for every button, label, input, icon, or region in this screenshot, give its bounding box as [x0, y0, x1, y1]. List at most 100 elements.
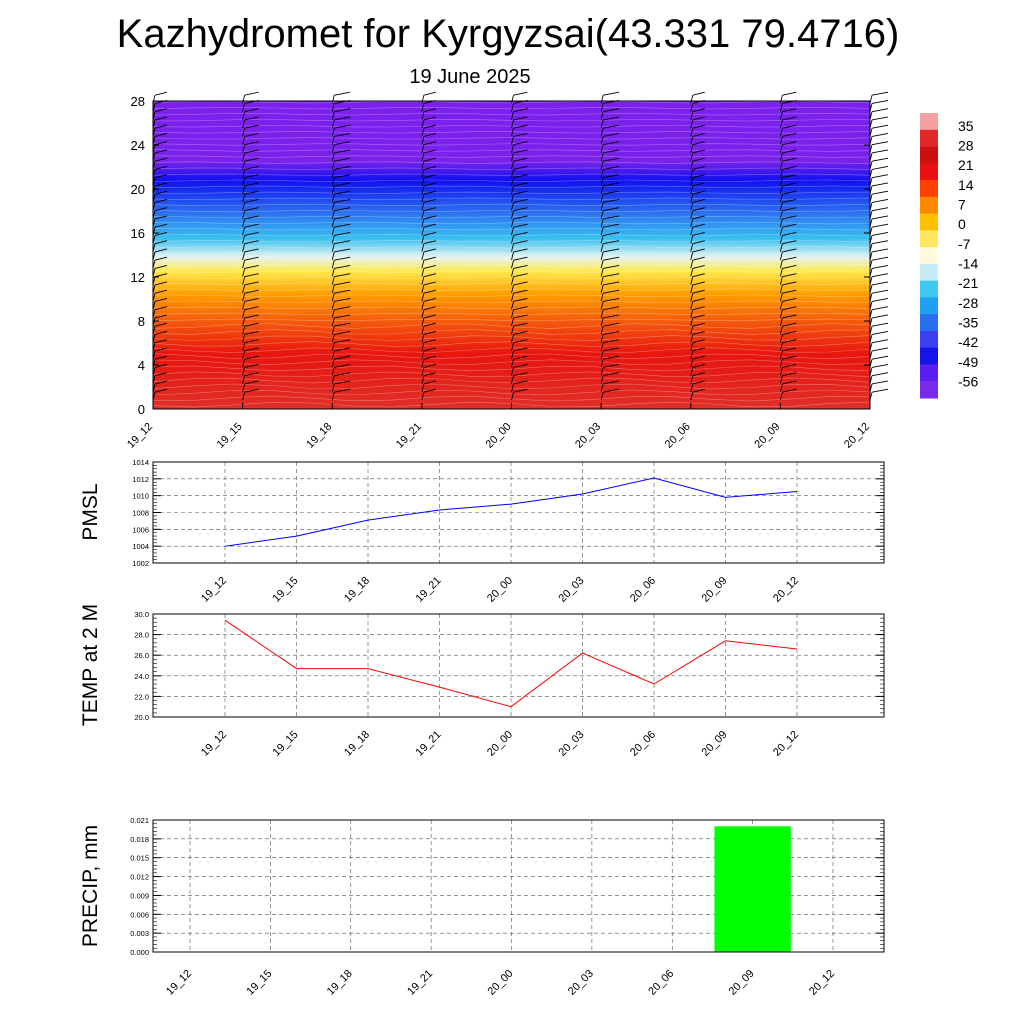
wind-barb — [869, 298, 889, 310]
y-tick-label: 1008 — [132, 509, 149, 518]
wind-barb — [331, 199, 351, 211]
wind-barb — [511, 256, 528, 269]
wind-barb — [779, 380, 797, 393]
wind-barb — [331, 331, 351, 343]
wind-barb — [511, 314, 528, 327]
wind-barb — [421, 240, 436, 252]
wind-barb — [690, 91, 705, 104]
wind-barb — [242, 388, 259, 401]
wind-barb — [779, 207, 797, 219]
wind-barb — [511, 322, 528, 335]
heatmap-ytick-label: 4 — [138, 358, 145, 373]
wind-barb — [600, 256, 620, 269]
wind-barb — [869, 306, 889, 318]
contour-line — [152, 179, 871, 182]
plot-frame — [152, 819, 885, 953]
plot-frame — [152, 613, 885, 718]
wind-barb — [511, 174, 528, 186]
wind-barb — [242, 240, 259, 252]
wind-barb — [421, 190, 436, 203]
wind-barb — [690, 124, 705, 137]
x-tick-label: 19_15 — [271, 729, 301, 759]
wind-barb — [331, 190, 351, 203]
wind-barb — [242, 306, 259, 318]
wind-barb — [690, 355, 705, 368]
wind-barb — [511, 265, 528, 277]
wind-barb — [600, 91, 620, 104]
wind-barb — [690, 256, 705, 269]
colorbar-swatch — [920, 297, 938, 315]
wind-barb — [421, 372, 436, 384]
wind-barb — [242, 281, 259, 294]
x-tick-label: 20_12 — [771, 575, 801, 605]
y-tick-label: 1012 — [132, 475, 149, 484]
wind-barb — [690, 248, 705, 261]
contour-line — [153, 155, 871, 158]
heatmap-xtick-label: 20_03 — [573, 421, 603, 451]
wind-barb — [600, 265, 620, 277]
wind-barb — [600, 298, 620, 310]
wind-barb — [600, 116, 620, 129]
wind-barb — [421, 141, 436, 153]
colorbar-label: -21 — [958, 275, 978, 291]
heatmap-xtick-label: 20_09 — [752, 421, 782, 451]
wind-barb — [421, 380, 436, 393]
x-tick-label: 19_21 — [414, 575, 444, 605]
wind-barb — [242, 322, 259, 335]
colorbar-swatch — [920, 364, 938, 382]
wind-barb — [421, 347, 436, 360]
wind-barb — [690, 166, 705, 178]
wind-barb — [511, 372, 528, 384]
wind-barb — [779, 166, 797, 178]
x-tick-label: 20_09 — [727, 968, 757, 998]
wind-barb — [600, 331, 620, 343]
wind-barb — [690, 157, 705, 170]
colorbar-label: -14 — [958, 255, 978, 271]
wind-barb — [690, 380, 705, 393]
wind-barb — [331, 256, 351, 269]
wind-barb — [690, 174, 705, 186]
wind-barb — [869, 314, 889, 327]
page-title: Kazhydromet for Kyrgyzsai(43.331 79.4716… — [116, 12, 900, 56]
x-tick-label: 20_00 — [485, 575, 515, 605]
heatmap-ytick-label: 8 — [138, 314, 145, 329]
wind-barb — [869, 166, 889, 178]
colorbar-swatch — [920, 129, 938, 148]
heatmap-xtick-label: 20_12 — [842, 421, 872, 451]
wind-barb — [690, 331, 705, 343]
wind-barb — [779, 133, 797, 145]
colorbar-label: 14 — [958, 177, 974, 193]
y-axis-label: PMSL — [79, 483, 102, 540]
wind-barb — [331, 240, 351, 252]
wind-barb — [421, 248, 436, 261]
y-tick-label: 0.018 — [130, 835, 149, 844]
colorbar-label: -35 — [958, 314, 978, 330]
contour-line — [152, 353, 871, 360]
wind-barb — [331, 322, 351, 335]
x-tick-label: 19_21 — [414, 729, 444, 759]
wind-barb — [331, 223, 351, 236]
wind-barb — [511, 223, 528, 236]
wind-barb — [242, 91, 259, 104]
wind-barb — [779, 240, 797, 252]
wind-barb — [242, 174, 259, 186]
wind-barb — [869, 223, 889, 236]
wind-barb — [511, 133, 528, 145]
wind-barb — [600, 380, 620, 393]
wind-barb — [869, 281, 889, 294]
x-tick-label: 20_00 — [485, 729, 515, 759]
wind-barb — [421, 166, 436, 178]
x-tick-label: 20_03 — [557, 575, 587, 605]
wind-barb — [511, 166, 528, 178]
colorbar-swatch — [920, 330, 938, 349]
wind-barb — [600, 174, 620, 186]
wind-barb — [511, 108, 528, 120]
wind-barb — [511, 273, 528, 285]
wind-barb — [242, 108, 259, 120]
contour-line — [152, 185, 871, 188]
colorbar-label: 21 — [958, 157, 974, 173]
wind-barb — [331, 306, 351, 318]
wind-barb — [331, 215, 351, 228]
wind-barb — [869, 339, 889, 351]
wind-barb — [690, 339, 705, 351]
